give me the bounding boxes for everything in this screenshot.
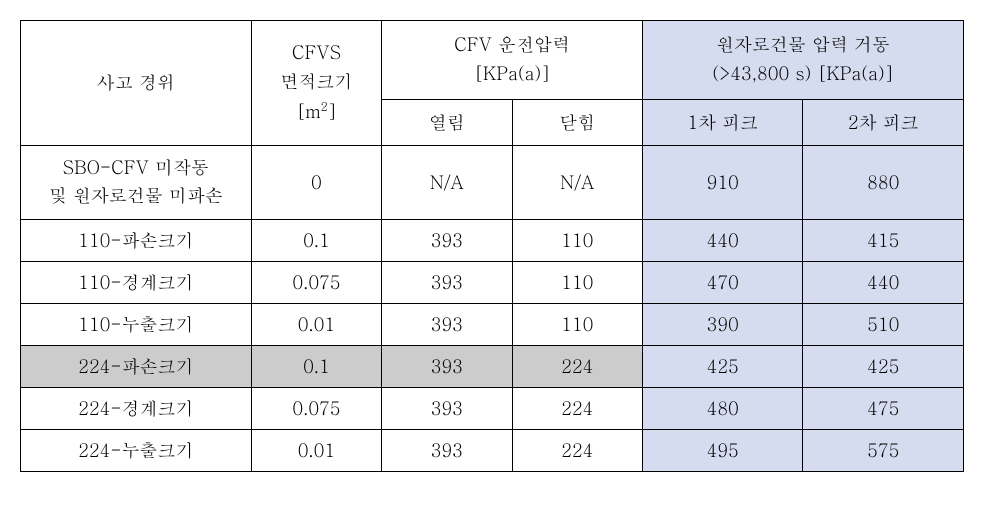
table-header-row-1: 사고 경위 CFVS 면적크기 [m2] CFV 운전압력 [KPa(a)] 원…: [21, 21, 964, 100]
cell-area: 0.1: [251, 346, 381, 388]
cell-peak2: 575: [803, 430, 964, 472]
cell-scenario: 224-파손크기: [21, 346, 252, 388]
cell-peak2: 510: [803, 304, 964, 346]
cell-area: 0.01: [251, 304, 381, 346]
cell-scenario: 110-경계크기: [21, 262, 252, 304]
cell-scenario: 224-경계크기: [21, 388, 252, 430]
cell-close: 224: [512, 388, 642, 430]
header-open: 열림: [382, 99, 512, 145]
cell-scenario: SBO-CFV 미작동 및 원자로건물 미파손: [21, 145, 252, 220]
cell-close: 110: [512, 262, 642, 304]
cell-scenario: 224-누출크기: [21, 430, 252, 472]
cell-open: 393: [382, 220, 512, 262]
cell-peak1: 425: [642, 346, 803, 388]
cell-scenario: 110-누출크기: [21, 304, 252, 346]
cell-open: 393: [382, 262, 512, 304]
cell-open: N/A: [382, 145, 512, 220]
data-table: 사고 경위 CFVS 면적크기 [m2] CFV 운전압력 [KPa(a)] 원…: [20, 20, 964, 472]
header-area-line2: 면적크기: [280, 69, 352, 94]
cell-area: 0.01: [251, 430, 381, 472]
table-row: 224-경계크기 0.075 393 224 480 475: [21, 388, 964, 430]
cell-peak1: 910: [642, 145, 803, 220]
cell-scenario: 110-파손크기: [21, 220, 252, 262]
cell-peak1: 495: [642, 430, 803, 472]
header-cfv-line2: [KPa(a)]: [474, 61, 550, 86]
cell-peak1: 440: [642, 220, 803, 262]
cell-area: 0.075: [251, 262, 381, 304]
cell-peak1: 470: [642, 262, 803, 304]
cell-close: 224: [512, 346, 642, 388]
cell-open: 393: [382, 304, 512, 346]
cell-peak2: 475: [803, 388, 964, 430]
cell-close: N/A: [512, 145, 642, 220]
header-area-line3: [m2]: [296, 99, 336, 124]
cell-close: 110: [512, 220, 642, 262]
cell-close: 110: [512, 304, 642, 346]
table-row: SBO-CFV 미작동 및 원자로건물 미파손 0 N/A N/A 910 88…: [21, 145, 964, 220]
cell-peak2: 440: [803, 262, 964, 304]
cell-peak1: 480: [642, 388, 803, 430]
cell-peak1: 390: [642, 304, 803, 346]
header-cfv-line1: CFV 운전압력: [454, 32, 570, 57]
table-row: 224-누출크기 0.01 393 224 495 575: [21, 430, 964, 472]
header-close: 닫힘: [512, 99, 642, 145]
header-area-line1: CFVS: [292, 40, 341, 65]
header-scenario: 사고 경위: [21, 21, 252, 146]
header-reactor-line1: 원자로건물 압력 거동: [716, 32, 890, 57]
cell-peak2: 880: [803, 145, 964, 220]
table-row: 110-파손크기 0.1 393 110 440 415: [21, 220, 964, 262]
header-area: CFVS 면적크기 [m2]: [251, 21, 381, 146]
table-row: 110-경계크기 0.075 393 110 470 440: [21, 262, 964, 304]
cell-open: 393: [382, 430, 512, 472]
table-row: 110-누출크기 0.01 393 110 390 510: [21, 304, 964, 346]
cell-peak2: 415: [803, 220, 964, 262]
header-reactor-pressure: 원자로건물 압력 거동 (>43,800 s) [KPa(a)]: [642, 21, 963, 100]
cell-scenario-line2: 및 원자로건물 미파손: [49, 183, 223, 208]
header-peak2: 2차 피크: [803, 99, 964, 145]
header-peak1: 1차 피크: [642, 99, 803, 145]
cell-open: 393: [382, 346, 512, 388]
cell-close: 224: [512, 430, 642, 472]
table-row: 224-파손크기 0.1 393 224 425 425: [21, 346, 964, 388]
header-cfv-pressure: CFV 운전압력 [KPa(a)]: [382, 21, 643, 100]
cell-open: 393: [382, 388, 512, 430]
cell-area: 0.1: [251, 220, 381, 262]
header-reactor-line2: (>43,800 s) [KPa(a)]: [712, 61, 893, 86]
cell-peak2: 425: [803, 346, 964, 388]
cell-scenario-line1: SBO-CFV 미작동: [63, 155, 209, 180]
cell-area: 0.075: [251, 388, 381, 430]
cell-area: 0: [251, 145, 381, 220]
